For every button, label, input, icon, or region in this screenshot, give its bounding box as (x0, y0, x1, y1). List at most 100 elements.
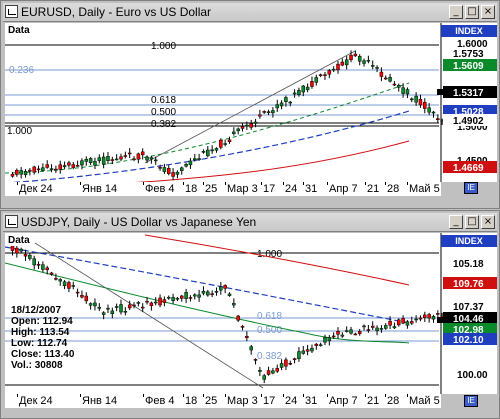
fibonacci-label: 0.382 (151, 119, 176, 130)
candle-body (97, 157, 102, 161)
candle-body (123, 310, 128, 313)
candle-body (410, 321, 414, 324)
maximize-button[interactable]: □ (465, 215, 479, 229)
time-axis-label: 28 (387, 395, 400, 407)
time-axis-tick (17, 394, 18, 397)
minimize-button[interactable]: _ (449, 5, 463, 19)
data-label: Data (8, 25, 30, 36)
candle-body (301, 350, 306, 354)
moving-average-blue (5, 246, 410, 324)
candle-body (310, 81, 314, 87)
price-tag: 104.46 (453, 314, 484, 325)
usdjpy-window-title: USDJPY, Daily - US Dollar vs Japanese Ye… (21, 215, 257, 229)
candle-body (71, 164, 76, 168)
candle-body (19, 248, 23, 252)
time-axis-label: 17 (263, 395, 276, 407)
usdjpy-titlebar[interactable]: USDJPY, Daily - US Dollar vs Japanese Ye… (3, 213, 497, 232)
candle-body (279, 363, 284, 368)
candle-body (114, 158, 119, 161)
candle-body (323, 337, 327, 343)
time-axis-tick (203, 182, 204, 185)
price-tag-box (443, 333, 497, 345)
close-button[interactable]: × (481, 215, 495, 229)
usdjpy-chart-window: USDJPY, Daily - US Dollar vs Japanese Ye… (0, 210, 500, 419)
fibonacci-label: 0.500 (151, 107, 176, 118)
data-label: Data (8, 235, 30, 246)
candle-body (340, 334, 345, 337)
close-button[interactable]: × (481, 5, 495, 19)
candle-body (288, 363, 293, 365)
candle-body (258, 114, 262, 117)
price-tag-box (443, 47, 497, 59)
time-axis-tick (385, 394, 386, 397)
candle-body (357, 331, 362, 334)
eurusd-titlebar[interactable]: EURUSD, Daily - Euro vs US Dollar _ □ × (3, 3, 497, 22)
candle-body (292, 358, 297, 360)
candle-body (232, 302, 236, 306)
time-axis-label: 18 (185, 183, 198, 195)
candle-body (297, 351, 301, 359)
candle-body (206, 149, 210, 157)
candle-body (340, 61, 345, 66)
minimize-button[interactable]: _ (449, 215, 463, 229)
candle-body (219, 139, 223, 148)
candle-body (93, 302, 97, 307)
candle-body (436, 118, 440, 120)
candle-body (10, 173, 15, 177)
candle-body (28, 169, 32, 172)
candle-body (305, 349, 310, 352)
index-label[interactable]: INDEX (441, 25, 497, 37)
candle-body (249, 123, 253, 128)
candle-body (392, 83, 397, 86)
candle-body (132, 158, 136, 161)
candle-body (193, 158, 197, 161)
price-tag-box (443, 312, 497, 324)
candle-body (431, 316, 436, 320)
candle-body (206, 291, 210, 296)
eurusd-price-chart[interactable]: 1.60001.50001.45001.0000.2360.6180.5000.… (5, 23, 497, 182)
time-axis-label: 25 (205, 183, 218, 195)
candle-body (62, 165, 67, 168)
candle-body (288, 101, 293, 104)
usdjpy-price-chart[interactable]: 100.00 1.000 0.618 0.500 0.382 105.18 109.76 10… (5, 233, 497, 394)
price-tag: 1.5753 (453, 49, 484, 60)
time-axis-label: 25 (205, 395, 218, 407)
candle-body (45, 164, 49, 168)
candle-body (140, 151, 145, 156)
fibonacci-label: 0.618 (257, 311, 282, 322)
usdjpy-plot: 100.00 1.000 0.618 0.500 0.382 105.18 109.76 10… (5, 233, 497, 394)
candle-body (88, 158, 93, 163)
candle-body (397, 85, 401, 88)
scroll-end-icon[interactable]: IE (464, 182, 478, 194)
usdjpy-time-axis: Дек 24 Янв 14 Фев 4 18 25 Мар 3 17 24 31 Апр 7 21 2… (5, 394, 441, 408)
maximize-button[interactable]: □ (465, 5, 479, 19)
candle-body (193, 294, 197, 297)
time-axis-tick (407, 394, 408, 397)
candle-body (197, 158, 201, 160)
candle-body (80, 295, 84, 298)
time-axis-tick (365, 182, 366, 185)
candle-body (353, 333, 358, 336)
candle-body (370, 65, 375, 67)
candle-body (171, 172, 175, 177)
candle-body (166, 168, 171, 174)
candle-body (275, 368, 279, 372)
candle-body (97, 306, 102, 309)
price-axis-label: 1.5000 (457, 122, 488, 133)
candle-body (245, 335, 249, 339)
index-label[interactable]: INDEX (441, 235, 497, 247)
price-tag: 1.5317 (453, 88, 484, 99)
candle-body (106, 307, 110, 310)
candle-body (75, 165, 80, 167)
candle-body (427, 314, 431, 319)
candle-body (23, 171, 28, 176)
time-axis-tick (261, 182, 262, 185)
candle-body (227, 139, 232, 142)
fibonacci-label: 0.618 (151, 95, 176, 106)
candle-body (362, 325, 366, 328)
candle-body (401, 87, 405, 94)
price-tag: 105.18 (453, 259, 484, 270)
candle-body (266, 111, 271, 113)
time-axis-tick (225, 394, 226, 397)
scroll-end-icon[interactable]: IE (464, 395, 478, 407)
